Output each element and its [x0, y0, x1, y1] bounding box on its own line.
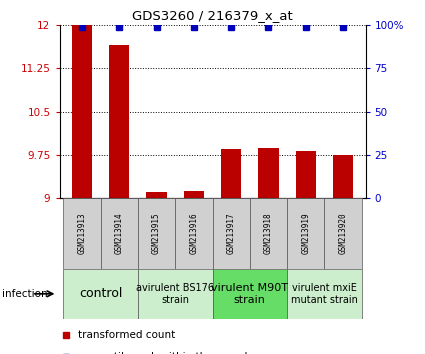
Text: GSM213918: GSM213918 — [264, 213, 273, 255]
Bar — [287, 198, 324, 269]
Bar — [212, 269, 287, 319]
Text: GSM213915: GSM213915 — [152, 213, 161, 255]
Text: GSM213916: GSM213916 — [190, 213, 198, 255]
Bar — [63, 198, 101, 269]
Text: control: control — [79, 287, 122, 300]
Bar — [324, 198, 362, 269]
Bar — [250, 198, 287, 269]
Text: infection: infection — [2, 289, 48, 299]
Text: GSM213917: GSM213917 — [227, 213, 235, 255]
Bar — [101, 198, 138, 269]
Text: virulent mxiE
mutant strain: virulent mxiE mutant strain — [291, 283, 358, 305]
Text: transformed count: transformed count — [78, 330, 175, 340]
Bar — [138, 269, 212, 319]
Bar — [138, 198, 175, 269]
Bar — [212, 198, 250, 269]
Bar — [258, 148, 279, 198]
Title: GDS3260 / 216379_x_at: GDS3260 / 216379_x_at — [132, 9, 293, 22]
Bar — [221, 149, 241, 198]
Bar — [72, 25, 92, 198]
Bar — [175, 198, 212, 269]
Bar — [295, 151, 316, 198]
Text: GSM213919: GSM213919 — [301, 213, 310, 255]
Bar — [109, 45, 130, 198]
Text: percentile rank within the sample: percentile rank within the sample — [78, 352, 254, 354]
Bar — [287, 269, 362, 319]
Text: GSM213913: GSM213913 — [77, 213, 86, 255]
Bar — [146, 193, 167, 198]
Bar — [63, 269, 138, 319]
Bar — [333, 155, 353, 198]
Text: avirulent BS176
strain: avirulent BS176 strain — [136, 283, 214, 305]
Text: GSM213920: GSM213920 — [339, 213, 348, 255]
Text: virulent M90T
strain: virulent M90T strain — [211, 283, 288, 305]
Bar — [184, 191, 204, 198]
Text: GSM213914: GSM213914 — [115, 213, 124, 255]
